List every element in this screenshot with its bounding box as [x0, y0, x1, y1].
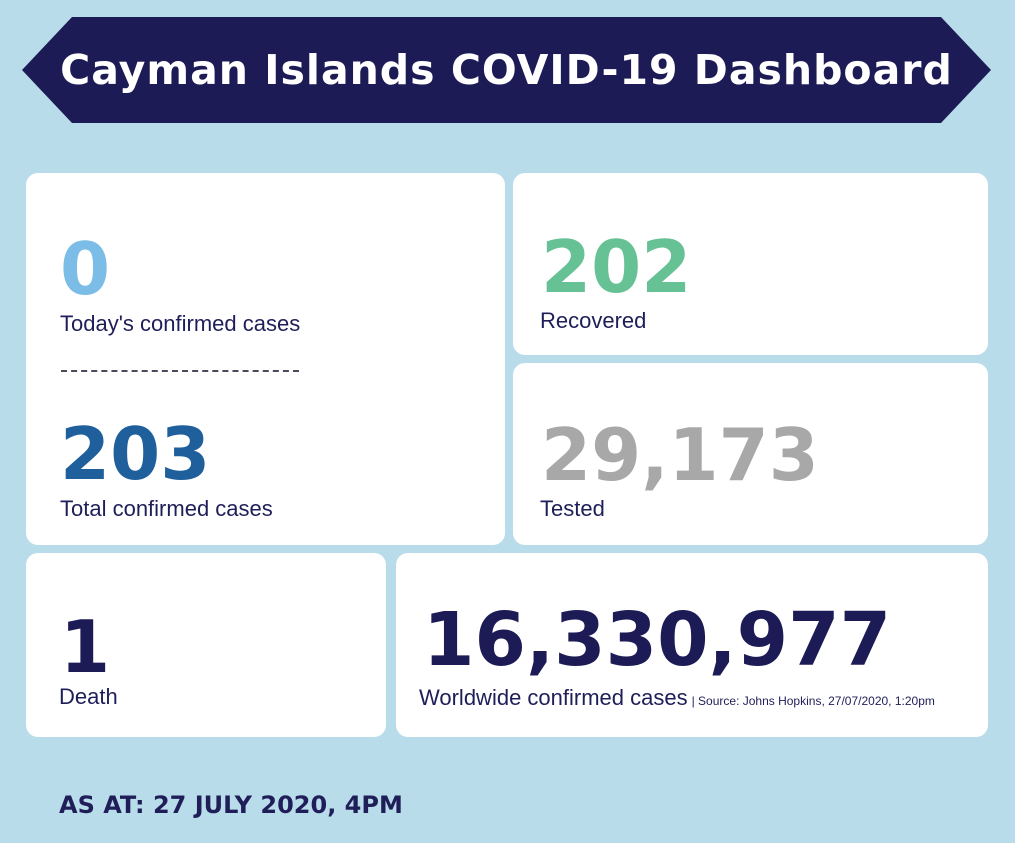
dashed-divider — [61, 370, 299, 372]
death-card: 1 Death — [26, 553, 386, 737]
source-note: | Source: Johns Hopkins, 27/07/2020, 1:2… — [691, 694, 935, 708]
as-at-date: AS AT: 27 JULY 2020, 4PM — [59, 791, 403, 819]
recovered-label: Recovered — [540, 308, 647, 333]
worldwide-card: 16,330,977 Worldwide confirmed cases | So… — [396, 553, 988, 737]
total-confirmed-value: 203 — [60, 412, 211, 496]
death-label: Death — [59, 684, 118, 709]
recovered-card: 202 Recovered — [513, 173, 988, 355]
worldwide-label: Worldwide confirmed cases — [419, 685, 688, 710]
death-value: 1 — [60, 605, 111, 689]
tested-label: Tested — [540, 496, 605, 521]
header-banner: Cayman Islands COVID-19 Dashboard — [22, 17, 991, 123]
worldwide-label-row: Worldwide confirmed cases | Source: Johns… — [419, 687, 935, 709]
page-title: Cayman Islands COVID-19 Dashboard — [60, 46, 953, 94]
today-confirmed-label: Today's confirmed cases — [60, 311, 301, 336]
worldwide-value: 16,330,977 — [423, 597, 892, 683]
total-confirmed-label: Total confirmed cases — [60, 496, 273, 521]
tested-card: 29,173 Tested — [513, 363, 988, 545]
today-confirmed-value: 0 — [60, 227, 111, 311]
tested-value: 29,173 — [541, 413, 819, 497]
cases-card: 0 Today's confirmed cases 203 Total conf… — [26, 173, 505, 545]
recovered-value: 202 — [541, 225, 692, 309]
